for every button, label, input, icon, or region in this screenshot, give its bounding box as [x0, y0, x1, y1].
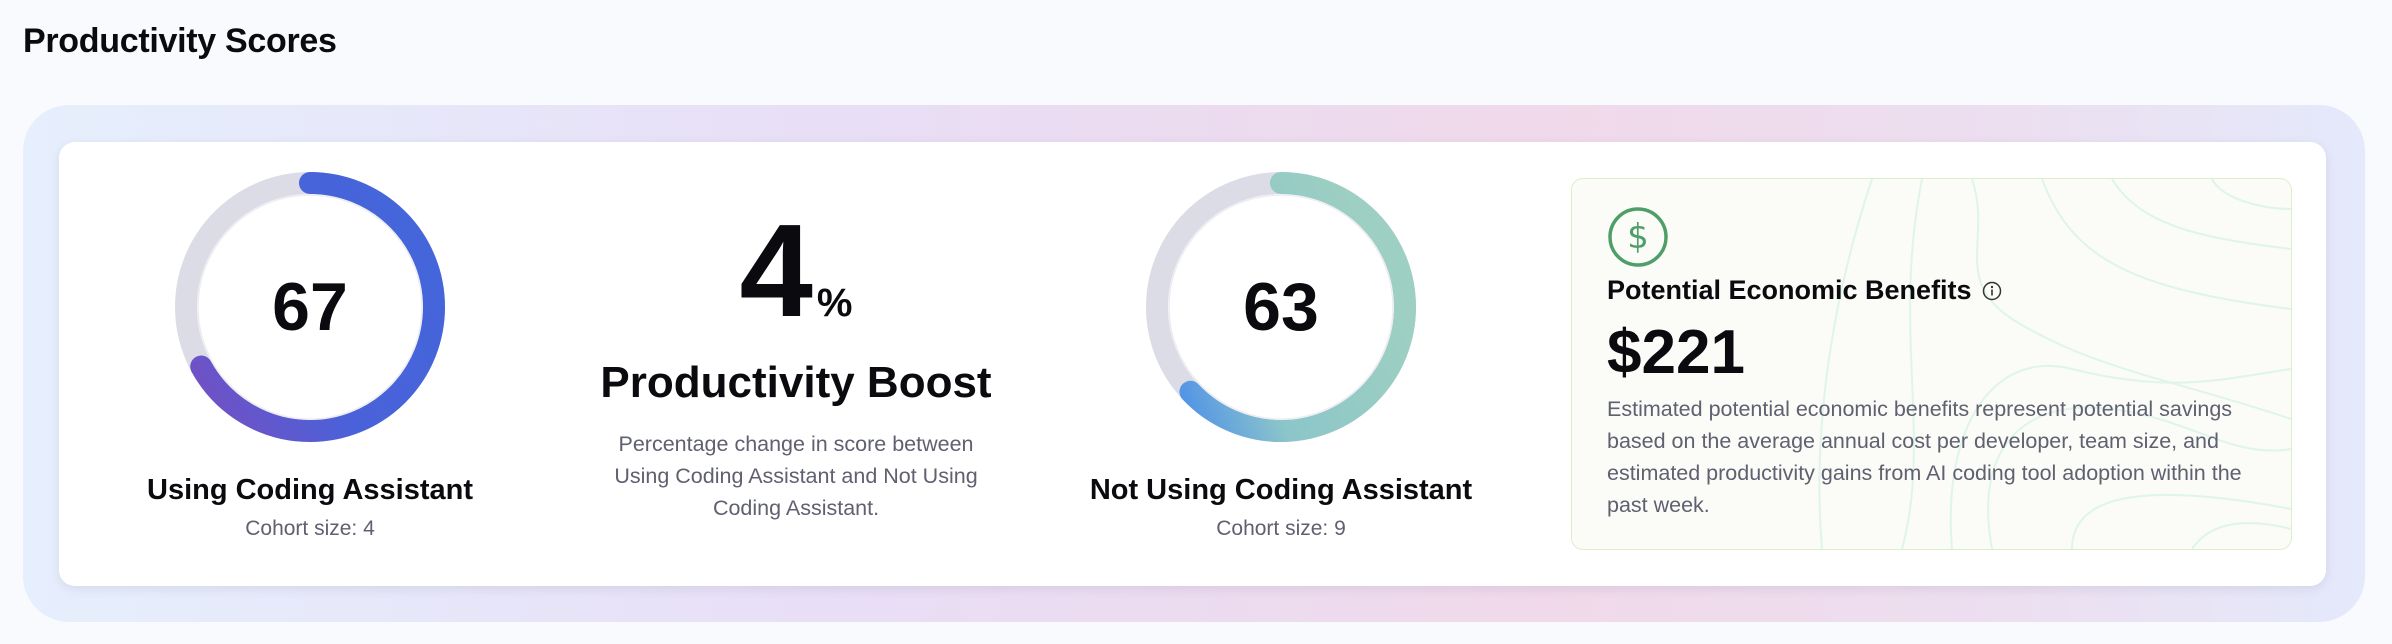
boost-title: Productivity Boost — [600, 358, 992, 407]
dollar-circle-icon: $ — [1608, 207, 1668, 267]
donut-inner — [1168, 194, 1394, 420]
contour-background — [1818, 179, 2291, 549]
economic-amount: $221 — [1607, 318, 1745, 387]
svg-text:$: $ — [1627, 217, 1649, 257]
donut-chart — [1146, 172, 1416, 442]
boost-number: 4 — [739, 197, 813, 344]
score-donut-not-using: 63 — [1146, 172, 1416, 442]
economic-title: Potential Economic Benefits — [1607, 275, 1972, 305]
donut-arc — [1146, 172, 1416, 442]
cohort-label: Not Using Coding Assistant — [1089, 474, 1473, 506]
info-icon[interactable] — [1982, 281, 2002, 301]
cohort-size: Cohort size: 9 — [1216, 517, 1346, 540]
score-donut-using: 67 — [175, 172, 445, 442]
boost-unit: % — [816, 281, 853, 325]
economic-description: Estimated potential economic benefits re… — [1607, 397, 2242, 517]
page-title: Productivity Scores — [23, 22, 337, 60]
donut-chart — [175, 172, 445, 442]
economic-benefits-card: $ Potential Economic Benefits $221 Estim… — [1571, 178, 2292, 550]
score-value: 67 — [272, 269, 348, 345]
cohort-size: Cohort size: 4 — [245, 517, 375, 540]
score-value: 63 — [1243, 269, 1319, 345]
cohort-label: Using Coding Assistant — [147, 474, 473, 506]
donut-inner — [197, 194, 423, 420]
boost-description: Percentage change in score between Using… — [614, 432, 978, 520]
donut-arc — [175, 172, 445, 442]
boost-value: 4% — [546, 205, 1046, 337]
